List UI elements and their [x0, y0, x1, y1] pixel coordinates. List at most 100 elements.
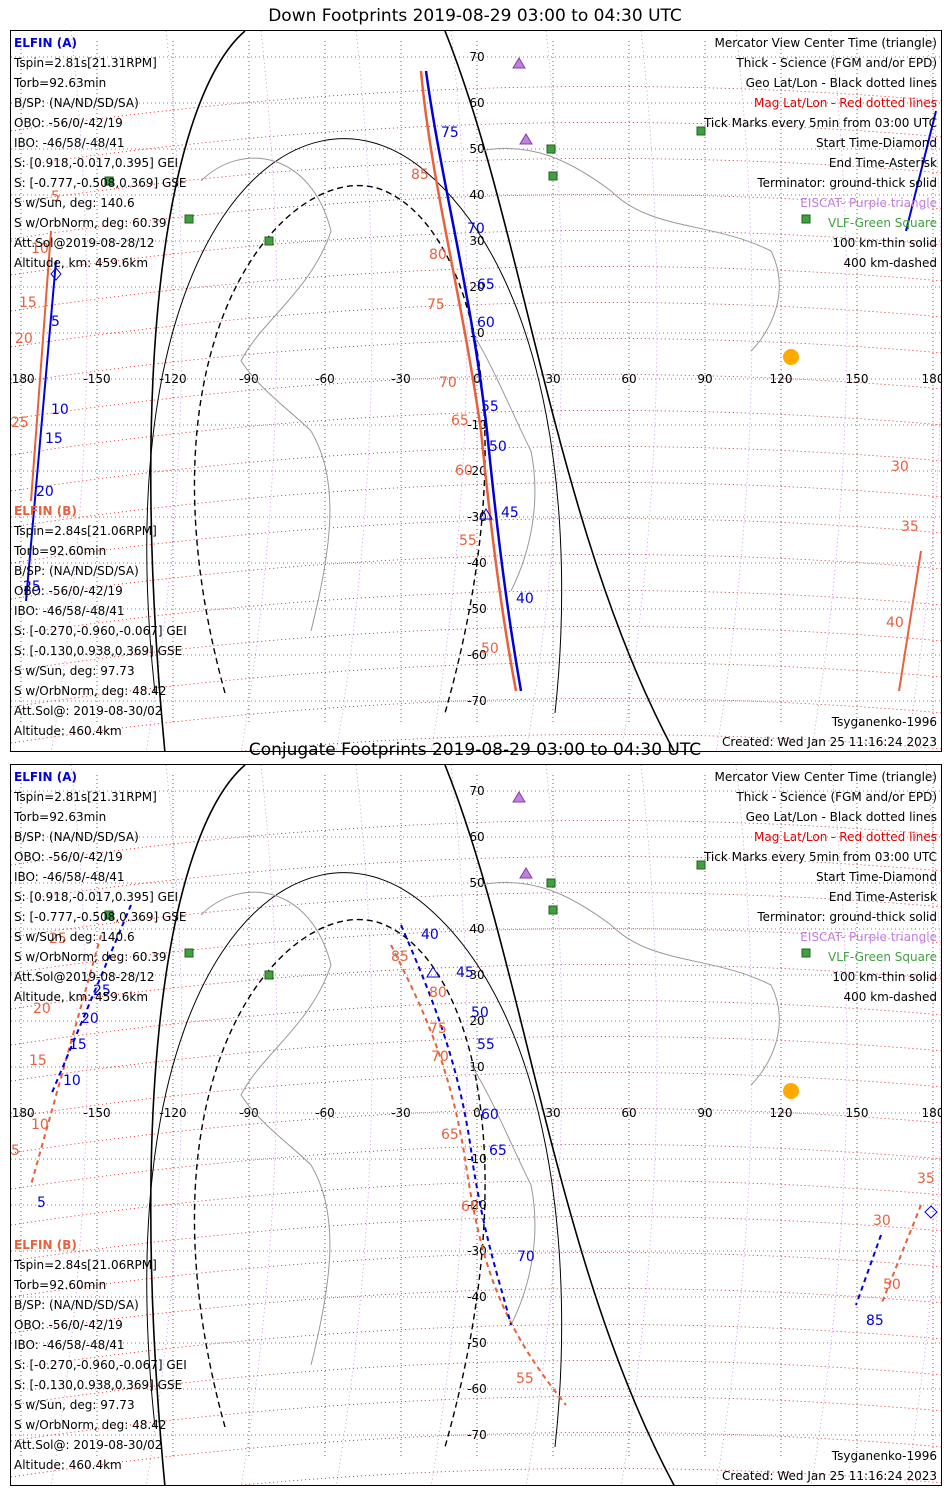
longitude-tick-label: -180 [11, 372, 35, 386]
legend-item: End Time-Asterisk [828, 890, 937, 904]
terminator-curve [444, 765, 675, 1485]
legend-item: 100 km-thin solid [832, 236, 937, 250]
info-line: Att.Sol@: 2019-08-30/02 [14, 1438, 163, 1452]
mag-latitude-line [11, 698, 941, 744]
longitude-tick-label: -60 [315, 372, 335, 386]
longitude-tick-label: 60 [621, 372, 636, 386]
longitude-tick-label: -180 [11, 1106, 35, 1120]
model-name: Tsyganenko-1996 [831, 715, 937, 729]
longitude-tick-label: 30 [545, 1106, 560, 1120]
elfin-b-tick-label: 5 [51, 189, 60, 205]
mag-latitude-line [11, 374, 941, 420]
terminator-curve [444, 31, 675, 751]
latitude-tick-label: -50 [467, 602, 487, 616]
contour-100km [146, 872, 563, 1448]
mag-longitude-line [905, 31, 941, 751]
info-line: B/SP: (NA/ND/SD/SA) [14, 1298, 139, 1312]
elfin-a-tick-label: 60 [481, 1107, 499, 1123]
latitude-tick-label: 10 [469, 1060, 484, 1074]
info-line: IBO: -46/58/-48/41 [14, 136, 125, 150]
elfin-a-tick-label: 70 [517, 1249, 535, 1265]
elfin-a-tick-label: 65 [489, 1143, 507, 1159]
longitude-tick-label: 30 [545, 372, 560, 386]
latitude-tick-label: 70 [469, 784, 484, 798]
elfin-a-tick-label: 70 [467, 221, 485, 237]
elfin-b-tick-label: 5 [11, 1143, 20, 1159]
contour-400km [193, 185, 486, 714]
elfin-a-track [905, 110, 937, 232]
latitude-tick-label: -10 [467, 1152, 487, 1166]
mag-longitude-line [810, 765, 848, 1485]
contour-400km [193, 919, 486, 1448]
mag-latitude-line [11, 626, 941, 672]
elfin-a-tick-label: 5 [37, 1195, 46, 1211]
info-line: B/SP: (NA/ND/SD/SA) [14, 564, 139, 578]
elfin-a-track [424, 70, 523, 692]
legend-item: EISCAT- Purple triangle [800, 930, 937, 944]
elfin-b-track [30, 934, 102, 1186]
coastline [480, 881, 780, 1086]
info-line: S: [-0.130,0.938,0.369] GSE [14, 1378, 183, 1392]
elfin-b-tick-label: 50 [481, 641, 499, 657]
longitude-tick-label: 150 [846, 1106, 869, 1120]
legend-item: Mag Lat/Lon - Red dotted lines [753, 96, 937, 110]
info-line: Torb=92.63min [14, 810, 107, 824]
mag-latitude-line [11, 1324, 941, 1370]
sun-icon [783, 349, 799, 365]
mag-latitude-line [11, 1288, 941, 1334]
mag-latitude-line [11, 1180, 941, 1226]
legend: Mercator View Center Time (triangle) Thic… [704, 33, 937, 273]
mag-latitude-line [11, 892, 941, 938]
mag-latitude-line [11, 158, 941, 204]
terminator-curve [149, 31, 246, 751]
elfin-b-tick-label: 30 [873, 1213, 891, 1229]
elfin-b-tick-label: 55 [459, 533, 477, 549]
mag-longitude-line [145, 31, 183, 751]
longitude-tick-label: -120 [159, 1106, 186, 1120]
mag-latitude-line [11, 1396, 941, 1442]
elfin-b-label: ELFIN (B) [14, 1238, 77, 1252]
longitude-tick-label: -90 [239, 1106, 259, 1120]
legend-item: VLF-Green Square [828, 950, 937, 964]
elfin-b-tick-label: 80 [429, 247, 447, 263]
vlf-station-square [104, 910, 114, 920]
conjugate-footprints-panel: -180-150-120-90-60-300306090120150180706… [10, 764, 942, 1486]
info-line: Torb=92.63min [14, 76, 107, 90]
info-line: S w/Sun, deg: 97.73 [14, 664, 135, 678]
elfin-a-tick-label: 40 [516, 591, 534, 607]
info-line: S w/Sun, deg: 140.6 [14, 196, 135, 210]
legend-item: Start Time-Diamond [815, 870, 937, 884]
info-line: S: [-0.270,-0.960,-0.067] GEI [14, 1358, 187, 1372]
legend-item: EISCAT- Purple triangle [800, 196, 937, 210]
legend-item: Geo Lat/Lon - Black dotted lines [745, 810, 937, 824]
latitude-tick-label: 40 [469, 188, 484, 202]
info-line: IBO: -46/58/-48/41 [14, 1338, 125, 1352]
vlf-station-square [184, 948, 194, 958]
vlf-station-square [548, 905, 558, 915]
eiscat-triangle [512, 57, 526, 69]
mag-longitude-line [145, 765, 183, 1485]
elfin-a-track [400, 924, 512, 1326]
info-line: Tspin=2.84s[21.06RPM] [14, 524, 157, 538]
elfin-a-tick-label: 20 [81, 1011, 99, 1027]
elfin-b-tick-label: 85 [411, 167, 429, 183]
info-line: Att.Sol@2019-08-28/12 [14, 970, 155, 984]
elfin-a-tick-label: 45 [501, 505, 519, 521]
elfin-b-tick-label: 35 [901, 519, 919, 535]
vlf-station-square [184, 214, 194, 224]
latitude-tick-label: -70 [467, 694, 487, 708]
mag-latitude-line [11, 1432, 941, 1478]
elfin-b-info: ELFIN (B) Tspin=2.84s[21.06RPM] Torb=92.6… [14, 1235, 187, 1475]
legend-item: 100 km-thin solid [832, 970, 937, 984]
longitude-tick-label: -30 [391, 372, 411, 386]
elfin-b-tick-label: 25 [11, 415, 29, 431]
longitude-tick-label: 150 [846, 372, 869, 386]
elfin-a-label: ELFIN (A) [14, 770, 77, 784]
elfin-a-info: ELFIN (A) Tspin=2.81s[21.31RPM] Torb=92.6… [14, 33, 187, 273]
elfin-a-tick-label: 15 [45, 431, 63, 447]
longitude-tick-label: 120 [770, 372, 793, 386]
info-line: OBO: -56/0/-42/19 [14, 116, 123, 130]
mag-latitude-line [11, 1108, 941, 1154]
mag-longitude-line [335, 31, 373, 751]
legend: Mercator View Center Time (triangle) Thic… [704, 767, 937, 1007]
